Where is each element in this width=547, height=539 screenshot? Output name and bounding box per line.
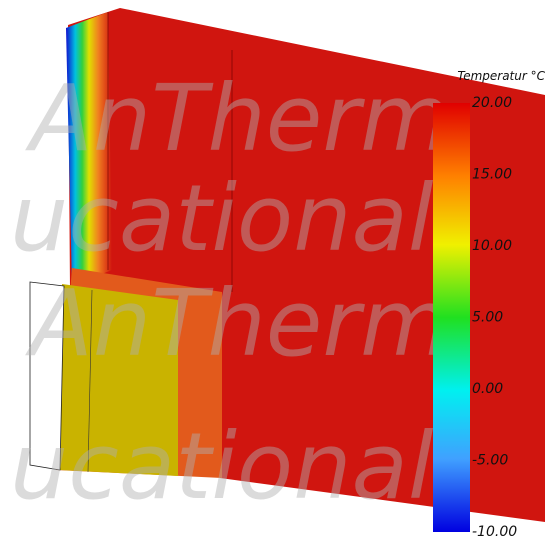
tick-label: 5.00	[472, 310, 503, 326]
tick-label: -10.00	[472, 524, 517, 539]
tick-label: 20.00	[472, 95, 512, 111]
watermark: ucational	[10, 413, 434, 520]
tick-label: 15.00	[472, 167, 512, 183]
tick-label: 10.00	[472, 238, 512, 254]
legend-title: Temperatur °C	[457, 69, 545, 83]
tick-label: 0.00	[472, 381, 503, 397]
watermark: AnTherm	[25, 65, 450, 172]
tick-label: -5.00	[472, 453, 508, 469]
colorbar	[433, 103, 470, 532]
watermark: AnTherm	[25, 270, 450, 377]
watermark: ucational	[10, 165, 434, 272]
thermal-view: AnThermucationalAnThermucational Tempera…	[0, 0, 547, 539]
